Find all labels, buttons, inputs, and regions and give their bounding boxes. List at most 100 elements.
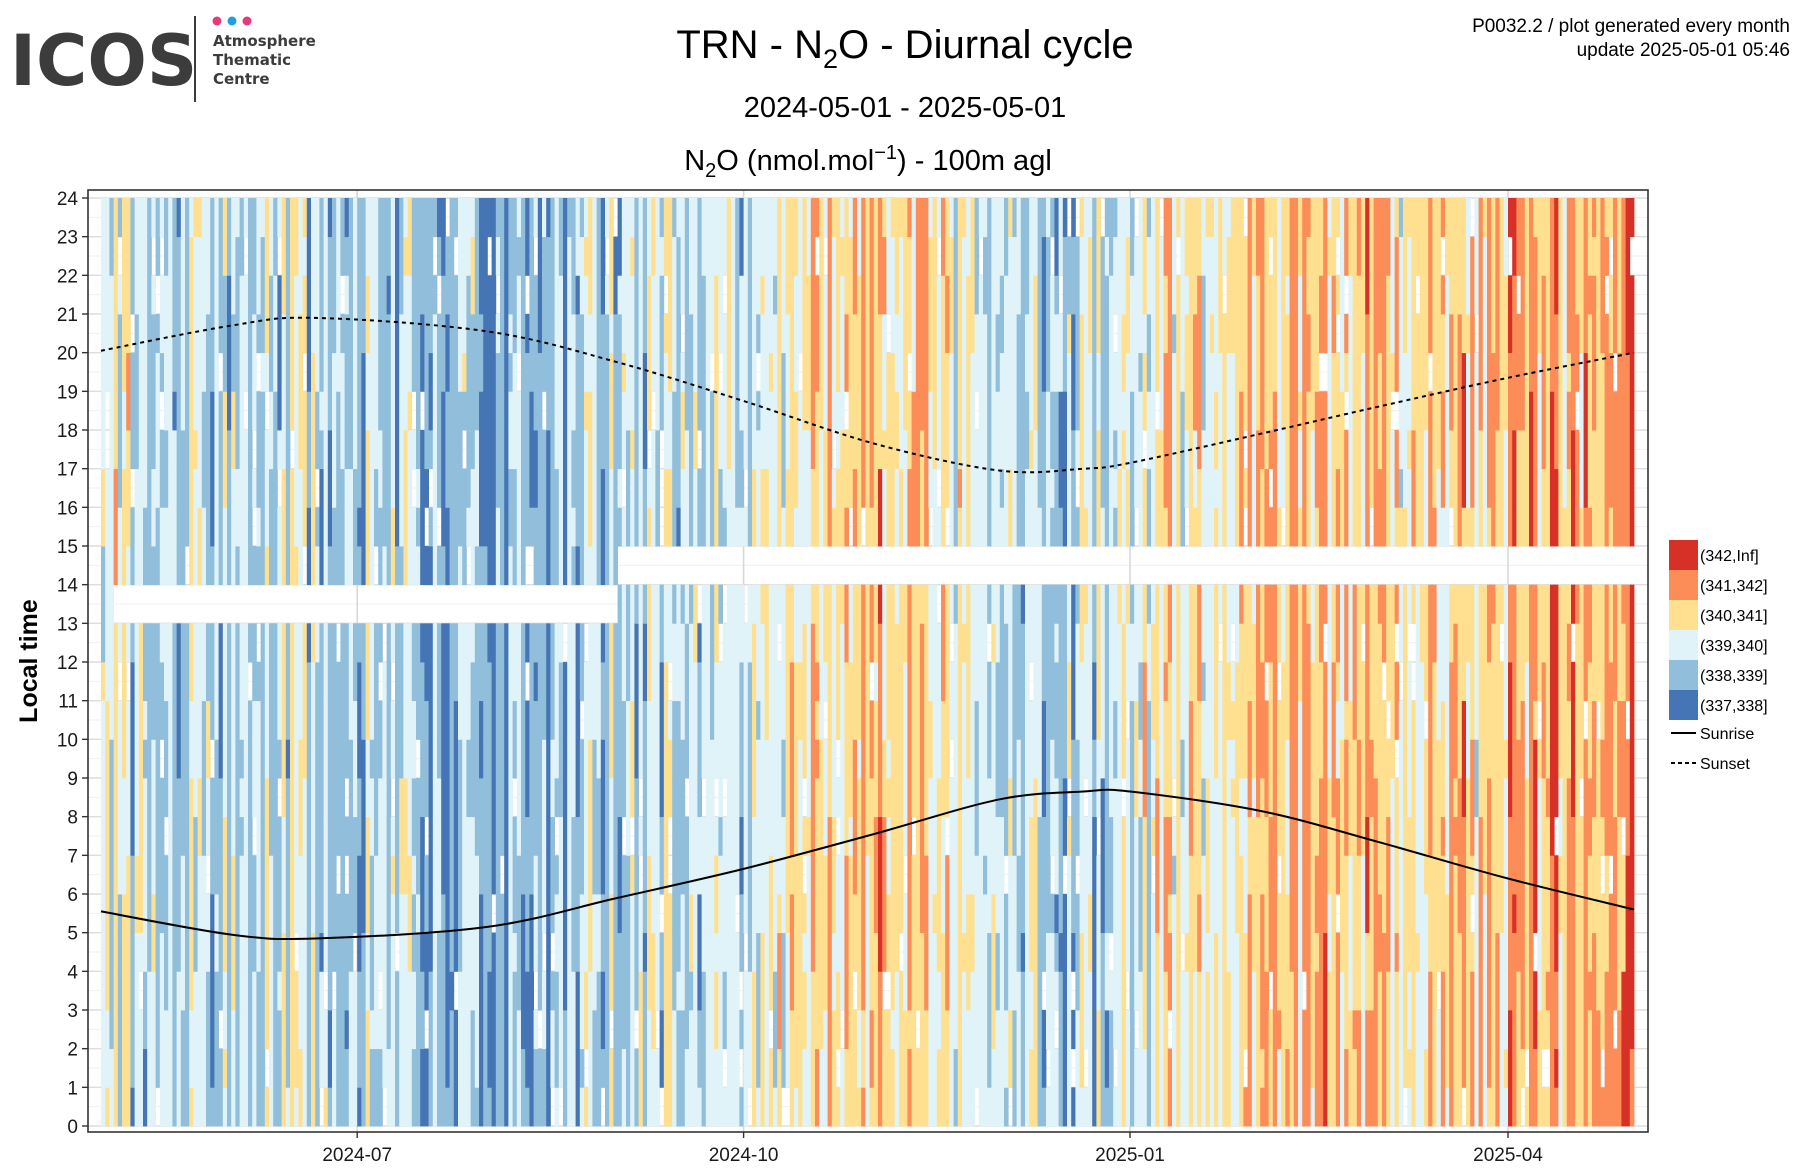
- heatmap-cell: [319, 546, 324, 586]
- heatmap-cell: [575, 352, 581, 392]
- heatmap-cell: [185, 816, 190, 856]
- heatmap-cell: [974, 1010, 980, 1050]
- heatmap-cell: [281, 275, 287, 315]
- heatmap-cell: [567, 507, 572, 547]
- heatmap-cell: [815, 662, 820, 702]
- heatmap-cell: [899, 236, 904, 276]
- heatmap-cell: [731, 352, 736, 392]
- heatmap-cell: [193, 816, 198, 856]
- heatmap-cell: [621, 275, 627, 315]
- heatmap-cell: [424, 662, 429, 702]
- heatmap-cell: [932, 507, 938, 547]
- heatmap-cell: [432, 662, 438, 702]
- heatmap-cell: [453, 816, 459, 856]
- heatmap-cell: [134, 1010, 140, 1050]
- heatmap-cell: [983, 816, 988, 856]
- heatmap-cell: [915, 971, 921, 1011]
- heatmap-cell: [395, 894, 400, 934]
- heatmap-cell: [420, 352, 425, 392]
- chart-subtitle: 2024-05-01 - 2025-05-01: [744, 92, 1066, 124]
- heatmap-cell: [739, 275, 744, 315]
- heatmap-cell: [521, 855, 526, 895]
- heatmap-cell: [113, 778, 119, 818]
- heatmap-cell: [126, 546, 131, 586]
- heatmap-cell: [936, 739, 942, 779]
- heatmap-cell: [1012, 1048, 1017, 1088]
- heatmap-cell: [239, 1048, 245, 1088]
- heatmap-cell: [995, 314, 1001, 354]
- heatmap-cell: [605, 700, 610, 740]
- heatmap-cell: [899, 739, 904, 779]
- heatmap-cell: [546, 1010, 551, 1050]
- heatmap-cell: [159, 700, 165, 740]
- heatmap-cell: [122, 468, 127, 508]
- heatmap-cell: [361, 352, 366, 392]
- heatmap-cell: [311, 275, 316, 315]
- heatmap-cell: [155, 1010, 161, 1050]
- heatmap-cell: [579, 971, 585, 1011]
- heatmap-cell: [168, 468, 173, 508]
- heatmap-cell: [529, 430, 534, 470]
- heatmap-cell: [176, 932, 182, 972]
- heatmap-cell: [210, 1087, 215, 1127]
- heatmap-cell: [558, 546, 564, 586]
- heatmap-cell: [327, 352, 333, 392]
- heatmap-cell: [353, 430, 358, 470]
- heatmap-cell: [483, 391, 488, 431]
- heatmap-cell: [285, 314, 291, 354]
- heatmap-cell: [479, 778, 484, 818]
- heatmap-cell: [273, 507, 278, 547]
- heatmap-cell: [722, 700, 728, 740]
- heatmap-cell: [185, 1087, 190, 1127]
- heatmap-cell: [962, 778, 967, 818]
- heatmap-cell: [802, 932, 807, 972]
- heatmap-cell: [579, 739, 585, 779]
- heatmap-cell: [920, 430, 925, 470]
- heatmap-cell: [353, 1010, 358, 1050]
- heatmap-cell: [260, 236, 266, 276]
- heatmap-cell: [474, 1010, 480, 1050]
- heatmap-cell: [915, 507, 921, 547]
- heatmap-cell: [873, 1087, 879, 1127]
- heatmap-cell: [605, 468, 610, 508]
- heatmap-cell: [470, 932, 476, 972]
- heatmap-cell: [243, 507, 249, 547]
- heatmap-cell: [537, 507, 543, 547]
- heatmap-cell: [718, 584, 723, 624]
- heatmap-cell: [995, 778, 1001, 818]
- heatmap-cell: [777, 584, 782, 624]
- heatmap-cell: [684, 314, 690, 354]
- heatmap-cell: [407, 700, 413, 740]
- heatmap-cell: [878, 468, 883, 508]
- heatmap-cell: [134, 198, 140, 238]
- heatmap-cell: [134, 275, 140, 315]
- heatmap-cell: [983, 352, 988, 392]
- heatmap-cell: [290, 1010, 295, 1050]
- heatmap-cell: [386, 855, 392, 895]
- heatmap-cell: [705, 1087, 711, 1127]
- heatmap-cell: [462, 1010, 467, 1050]
- heatmap-cell: [949, 198, 954, 238]
- heatmap-cell: [638, 430, 644, 470]
- heatmap-cell: [504, 1048, 509, 1088]
- heatmap-cell: [735, 468, 740, 508]
- heatmap-cell: [542, 1010, 547, 1050]
- heatmap-cell: [529, 739, 534, 779]
- heatmap-cell: [840, 1087, 845, 1127]
- heatmap-cell: [613, 1010, 618, 1050]
- heatmap-cell: [214, 623, 219, 663]
- heatmap-cell: [172, 932, 177, 972]
- heatmap-cell: [474, 546, 480, 586]
- heatmap-cell: [1025, 352, 1030, 392]
- heatmap-cell: [605, 198, 610, 238]
- heatmap-cell: [697, 236, 702, 276]
- heatmap-cell: [201, 430, 207, 470]
- heatmap-cell: [945, 1048, 950, 1088]
- heatmap-cell: [844, 275, 849, 315]
- heatmap-cell: [336, 932, 341, 972]
- heatmap-cell: [600, 391, 606, 431]
- heatmap-cell: [798, 623, 803, 663]
- heatmap-cell: [630, 1010, 635, 1050]
- heatmap-cell: [663, 1048, 669, 1088]
- heatmap-cell: [445, 739, 450, 779]
